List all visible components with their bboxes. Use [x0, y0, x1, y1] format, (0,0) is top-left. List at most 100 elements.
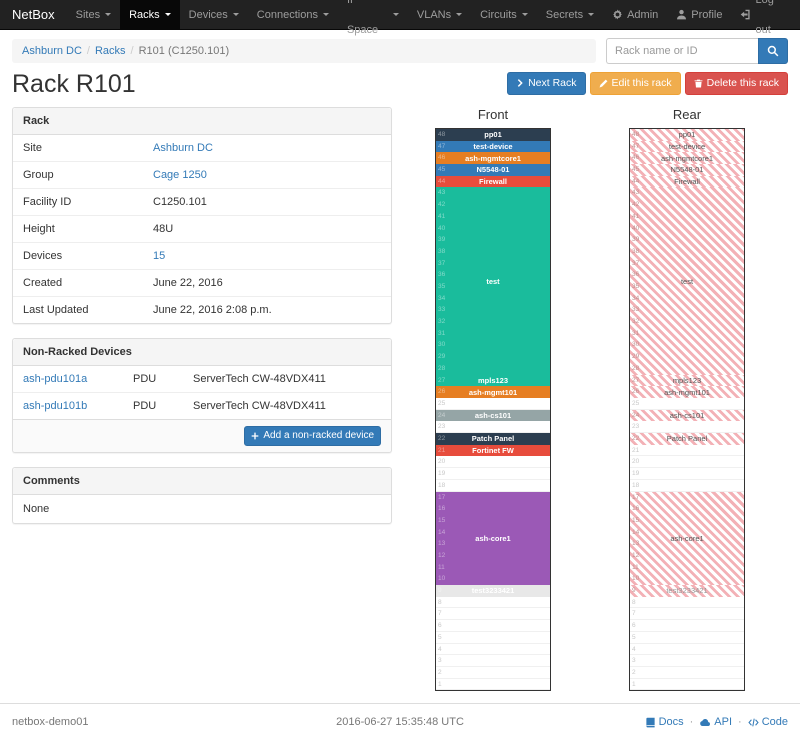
rack-device-ash-core1[interactable]: 17 16 15 14 13 12 11 10 ash-core1 — [630, 491, 744, 586]
unit-number: 20 — [632, 458, 640, 466]
unit-number: 25 — [632, 400, 640, 407]
rack-device-ash-mgmt101[interactable]: 26 ash-mgmt101 — [436, 386, 550, 398]
unit-number: 21 — [632, 446, 640, 454]
nonracked-panel: Non-Racked Devices ash-pdu101a PDU ServerT… — [12, 338, 392, 453]
search-button[interactable] — [758, 38, 788, 64]
nav-item-admin[interactable]: Admin — [603, 0, 667, 29]
rack-device-mpls123[interactable]: 27 mpls123 — [436, 374, 550, 387]
unit-number: 46 — [438, 154, 446, 162]
rack-device-firewall[interactable]: 44 Firewall — [630, 175, 744, 188]
unit-number: 36 — [438, 271, 446, 279]
device-link-ash-pdu101b[interactable]: ash-pdu101b — [23, 400, 88, 412]
device-label: ash-mgmtcore1 — [465, 153, 521, 163]
attr-value-link[interactable]: Cage 1250 — [153, 169, 207, 181]
rack-device-pp01[interactable]: 48 pp01 — [630, 129, 744, 141]
rack-device-n5548-01[interactable]: 45 N5548-01 — [436, 164, 550, 176]
unit-numbers: 18 — [436, 480, 452, 491]
rack-device-ash-mgmtcore1[interactable]: 46 ash-mgmtcore1 — [436, 152, 550, 165]
attr-value-link[interactable]: Ashburn DC — [153, 142, 213, 154]
rack-device-mpls123[interactable]: 27 mpls123 — [630, 374, 744, 387]
rack-device-ash-core1[interactable]: 17 16 15 14 13 12 11 10 ash-core1 — [436, 491, 550, 586]
rack-device-test3233421[interactable]: 9 test3233421 — [436, 585, 550, 597]
nav-item-ip-space[interactable]: IP Space — [338, 0, 408, 36]
unit-numbers: 3 — [436, 655, 452, 666]
attr-value-link[interactable]: 15 — [153, 250, 166, 262]
nav-item-log-out[interactable]: Log out — [731, 0, 800, 36]
footer-link-code[interactable]: Code — [748, 716, 788, 728]
rack-rear-body: 48 pp01 47 test-device 46 ash-mgmtcore1 45 N554… — [629, 128, 745, 692]
attr-label: Devices — [23, 250, 63, 262]
unit-number: 18 — [438, 481, 446, 489]
nav-item-circuits[interactable]: Circuits — [471, 0, 537, 29]
main-content: Rack Site Ashburn DC Group Cage 1250 Facilit… — [12, 107, 788, 692]
unit-number: 12 — [438, 551, 446, 559]
attr-label: Facility ID — [23, 196, 72, 208]
rack-unit-empty: 18 — [436, 479, 550, 492]
search-input[interactable] — [606, 38, 758, 64]
rack-device-test-device[interactable]: 47 test-device — [436, 140, 550, 153]
nav-item-devices[interactable]: Devices — [180, 0, 248, 29]
unit-number: 3 — [438, 657, 442, 665]
unit-number: 30 — [438, 341, 446, 349]
rack-device-fortinet-fw[interactable]: 21 Fortinet FW — [436, 444, 550, 457]
nav-item-secrets[interactable]: Secrets — [537, 0, 603, 29]
rack-device-test3233421[interactable]: 9 test3233421 — [630, 585, 744, 597]
attr-value: C1250.101 — [153, 196, 381, 208]
nonracked-device-row: ash-pdu101a PDU ServerTech CW-48VDX411 — [13, 366, 391, 392]
footer-link-label: Code — [761, 716, 788, 729]
unit-number: 26 — [632, 388, 640, 396]
button-label: Edit this rack — [611, 77, 672, 89]
rack-device-test[interactable]: 43 42 41 40 39 38 37 36 35 34 33 32 31 30 29 28 test — [436, 187, 550, 375]
brand-link[interactable]: NetBox — [12, 7, 55, 22]
rack-device-ash-cs101[interactable]: 24 ash-cs101 — [630, 409, 744, 422]
unit-numbers: 43 42 41 40 39 38 37 36 35 34 33 32 31 30 29 28 — [436, 187, 452, 374]
nav-item-vlans[interactable]: VLANs — [408, 0, 471, 29]
rack-device-patch-panel[interactable]: 22 Patch Panel — [436, 433, 550, 445]
footer-link-api[interactable]: API — [699, 716, 732, 728]
rack-device-ash-mgmtcore1[interactable]: 46 ash-mgmtcore1 — [630, 152, 744, 165]
device-link-ash-pdu101a[interactable]: ash-pdu101a — [23, 373, 88, 385]
rack-device-pp01[interactable]: 48 pp01 — [436, 129, 550, 141]
unit-numbers: 27 — [436, 375, 452, 387]
rack-face-title-front: Front — [477, 107, 509, 122]
chevron-down-icon — [392, 13, 399, 16]
nav-item-racks[interactable]: Racks — [120, 0, 180, 29]
nav-item-sites[interactable]: Sites — [67, 0, 120, 29]
unit-numbers: 5 — [436, 632, 452, 643]
unit-numbers: 45 — [436, 164, 452, 176]
chevron-right-icon — [516, 79, 524, 88]
next-rack-button[interactable]: Next Rack — [507, 72, 586, 95]
unit-numbers: 22 — [436, 433, 452, 445]
unit-number: 33 — [632, 306, 640, 314]
unit-number: 33 — [438, 306, 446, 314]
device-name: ash-pdu101a — [23, 373, 133, 385]
unit-number: 10 — [438, 575, 446, 583]
rack-device-ash-cs101[interactable]: 24 ash-cs101 — [436, 409, 550, 422]
footer-separator: · — [689, 716, 694, 729]
breadcrumb-separator: / — [86, 45, 90, 57]
button-label: Next Rack — [528, 77, 577, 89]
nav-item-profile[interactable]: Profile — [667, 0, 731, 29]
unit-numbers: 7 — [630, 608, 646, 619]
rack-device-test-device[interactable]: 47 test-device — [630, 140, 744, 153]
unit-number: 14 — [438, 528, 446, 536]
unit-number: 45 — [632, 166, 640, 174]
unit-numbers: 44 — [436, 176, 452, 188]
breadcrumb-item-racks[interactable]: Racks — [94, 45, 126, 57]
rack-device-patch-panel[interactable]: 22 Patch Panel — [630, 433, 744, 445]
unit-numbers: 2 — [436, 667, 452, 678]
breadcrumb-item-ashburn-dc[interactable]: Ashburn DC — [22, 45, 82, 57]
add-nonracked-device-button[interactable]: Add a non-racked device — [244, 426, 381, 446]
rack-device-firewall[interactable]: 44 Firewall — [436, 175, 550, 188]
unit-numbers: 24 — [436, 410, 452, 422]
rack-device-ash-mgmt101[interactable]: 26 ash-mgmt101 — [630, 386, 744, 398]
rack-device-n5548-01[interactable]: 45 N5548-01 — [630, 164, 744, 176]
code-icon — [748, 717, 759, 728]
edit-this-rack-button[interactable]: Edit this rack — [589, 72, 681, 95]
nav-item-connections[interactable]: Connections — [248, 0, 338, 29]
rack-unit-empty: 25 — [630, 398, 744, 410]
unit-number: 3 — [632, 657, 636, 665]
rack-device-test[interactable]: 43 42 41 40 39 38 37 36 35 34 33 32 31 30 29 28 test — [630, 187, 744, 375]
footer-link-docs[interactable]: Docs — [645, 716, 684, 728]
delete-this-rack-button[interactable]: Delete this rack — [684, 72, 788, 95]
